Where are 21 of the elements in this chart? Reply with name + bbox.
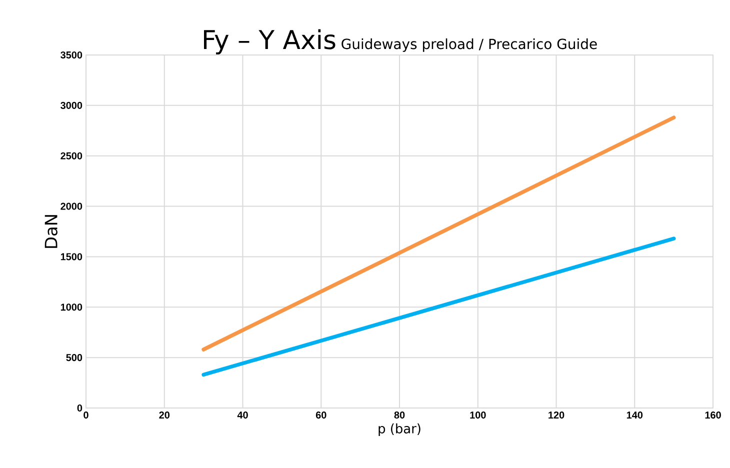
chart-title: Fy – Y Axis [204,29,336,54]
x-tick-label: 80 [394,412,405,419]
x-axis-title: p (bar) [378,423,420,436]
y-tick-label: 2000 [60,202,82,210]
x-tick-label: 160 [705,412,721,419]
x-tick-label: 120 [548,412,564,419]
y-tick-label: 2500 [60,152,82,160]
y-tick-label: 0 [77,404,82,412]
x-tick-label: 20 [159,412,170,419]
y-tick-label: 500 [66,354,82,362]
x-tick-label: 0 [84,412,88,419]
x-tick-label: 60 [316,412,326,419]
x-tick-label: 140 [626,412,643,419]
y-tick-label: 1000 [60,304,82,311]
x-tick-label: 100 [470,412,486,419]
y-tick-label: 3000 [60,102,82,109]
y-tick-label: 1500 [60,253,82,260]
y-tick-label: 3500 [60,51,82,59]
x-tick-label: 40 [237,412,248,419]
y-axis-title: DaN [44,215,58,248]
chart-subtitle: Guideways preload / Precarico Guide [342,38,597,52]
